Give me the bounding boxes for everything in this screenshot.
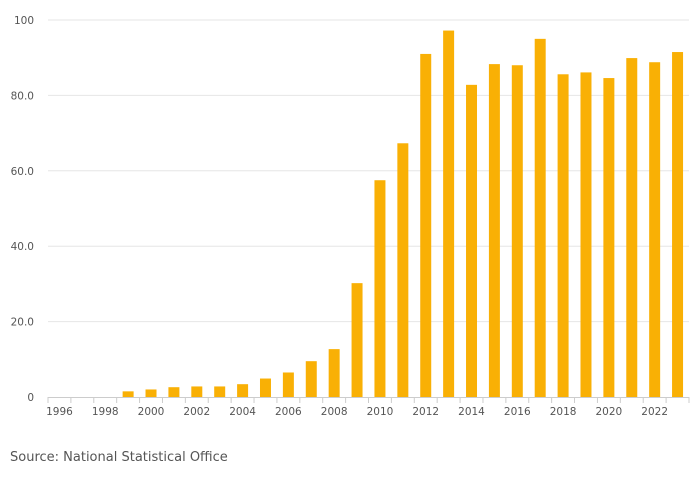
bar-2019 (580, 72, 592, 397)
y-axis-ticks: 0 20.0 40.0 60.0 80.0 100 (11, 15, 34, 404)
bar-2002 (191, 386, 203, 397)
bar-2010 (374, 180, 386, 397)
x-tick-label: 2012 (412, 406, 439, 418)
x-tick-label: 2002 (183, 406, 210, 418)
gridlines (48, 19, 689, 323)
x-tick-label: 2006 (275, 406, 302, 418)
bars (122, 30, 684, 398)
bar-2011 (397, 143, 409, 397)
bar-2009 (351, 283, 363, 397)
x-tick-label: 2018 (550, 406, 577, 418)
bar-2023 (672, 52, 684, 398)
bar-2006 (282, 372, 294, 397)
x-tick-label: 2004 (229, 406, 256, 418)
bar-2022 (649, 62, 661, 397)
x-axis-ticks: 1996 1998 2000 2002 2004 2006 2008 2010 2012 2014… (46, 397, 690, 418)
bar-2021 (626, 58, 638, 398)
bar-1999 (122, 391, 134, 397)
source-note: Source: National Statistical Office (10, 450, 228, 465)
x-tick-label: 2020 (596, 406, 623, 418)
x-tick-label: 1996 (46, 406, 73, 418)
bar-2007 (305, 361, 317, 397)
bar-2012 (420, 53, 432, 398)
x-tick-label: 2010 (367, 406, 394, 418)
x-tick-label: 1998 (92, 406, 119, 418)
y-tick-label: 40.0 (11, 241, 34, 253)
bar-2013 (443, 30, 455, 397)
bar-2015 (488, 64, 500, 397)
bar-2017 (534, 38, 546, 397)
bar-2008 (328, 349, 340, 397)
x-tick-label: 2022 (641, 406, 668, 418)
y-tick-label: 0 (27, 392, 34, 404)
x-tick-label: 2016 (504, 406, 531, 418)
y-tick-label: 80.0 (11, 90, 34, 102)
bar-2016 (511, 65, 523, 398)
bar-2001 (168, 387, 180, 397)
y-tick-label: 60.0 (11, 166, 34, 178)
y-tick-label: 20.0 (11, 317, 34, 329)
x-tick-label: 2014 (458, 406, 485, 418)
bar-2000 (145, 389, 157, 397)
bar-2020 (603, 78, 615, 398)
bar-2018 (557, 74, 569, 398)
x-tick-label: 2008 (321, 406, 348, 418)
y-tick-label: 100 (14, 15, 34, 27)
bar-2005 (259, 378, 271, 397)
x-tick-label: 2000 (138, 406, 165, 418)
bar-2003 (214, 386, 226, 397)
bar-chart: 0 20.0 40.0 60.0 80.0 100 1996 1998 2000 2002 200… (11, 15, 690, 418)
bar-2014 (466, 84, 478, 398)
bar-2004 (237, 384, 249, 397)
